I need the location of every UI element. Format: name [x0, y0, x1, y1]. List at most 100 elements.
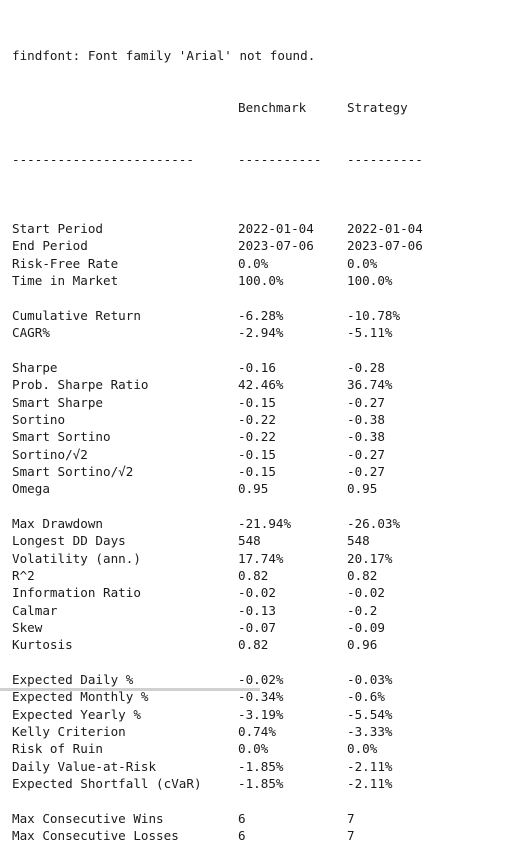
- table-separator-row: ------------------------ ----------- -----…: [12, 151, 502, 168]
- benchmark-value-cell: -6.28%: [238, 307, 284, 323]
- table-row: Smart Sortino/√2 -0.15 -0.27: [12, 463, 502, 480]
- benchmark-value-cell: -0.15: [238, 446, 276, 462]
- metric-name-cell: Expected Yearly %: [12, 706, 141, 722]
- metric-name-cell: CAGR%: [12, 325, 50, 341]
- table-header-row: Benchmark Strategy: [12, 99, 502, 116]
- table-row: Information Ratio -0.02 -0.02: [12, 584, 502, 601]
- metric-name-cell: Volatility (ann.): [12, 550, 141, 566]
- metric-name-cell: Daily Value-at-Risk: [12, 758, 157, 774]
- benchmark-value-cell: -0.15: [238, 463, 276, 479]
- strategy-value-cell: 0.0%: [347, 255, 378, 271]
- strategy-value-cell: -0.03%: [347, 672, 393, 688]
- metric-name-cell: Smart Sortino/√2: [12, 463, 134, 479]
- benchmark-value-cell: 2023-07-06: [238, 238, 314, 254]
- blank-line: [12, 290, 502, 307]
- strategy-value-cell: -0.27: [347, 394, 385, 410]
- benchmark-value-cell: -0.15: [238, 394, 276, 410]
- blank-line: [12, 342, 502, 359]
- metrics-table: Start Period 2022-01-04 2022-01-04 End Peri…: [12, 203, 502, 845]
- metric-name-cell: Sortino: [12, 411, 66, 427]
- benchmark-value-cell: 0.74%: [238, 724, 276, 740]
- header-strategy-cell: Strategy: [347, 99, 408, 115]
- separator-metric-cell: ------------------------: [12, 151, 194, 167]
- table-row: Smart Sortino -0.22 -0.38: [12, 428, 502, 445]
- benchmark-value-cell: -1.85%: [238, 776, 284, 792]
- benchmark-value-cell: 0.0%: [238, 255, 269, 271]
- metric-name-cell: Expected Daily %: [12, 672, 134, 688]
- blank-line: [12, 654, 502, 671]
- benchmark-value-cell: 17.74%: [238, 550, 284, 566]
- strategy-value-cell: 36.74%: [347, 377, 393, 393]
- benchmark-value-cell: -0.16: [238, 359, 276, 375]
- metric-name-cell: Calmar: [12, 602, 58, 618]
- metric-name-cell: Smart Sortino: [12, 429, 111, 445]
- separator-benchmark-cell: -----------: [238, 151, 322, 167]
- benchmark-value-cell: -0.13: [238, 602, 276, 618]
- blank-line: [12, 203, 502, 220]
- benchmark-value-cell: 548: [238, 533, 261, 549]
- benchmark-value-cell: -2.94%: [238, 325, 284, 341]
- benchmark-value-cell: 0.95: [238, 481, 269, 497]
- strategy-value-cell: -0.27: [347, 446, 385, 462]
- strategy-value-cell: -0.09: [347, 620, 385, 636]
- benchmark-value-cell: -0.02: [238, 585, 276, 601]
- benchmark-value-cell: 0.82: [238, 568, 269, 583]
- benchmark-value-cell: 100.0%: [238, 273, 284, 289]
- strategy-value-cell: 2023-07-06: [347, 238, 423, 254]
- table-row: Volatility (ann.) 17.74% 20.17%: [12, 550, 502, 567]
- metric-name-cell: Sharpe: [12, 359, 58, 375]
- table-row: Sharpe -0.16 -0.28: [12, 359, 502, 376]
- table-row: Max Drawdown -21.94% -26.03%: [12, 515, 502, 532]
- table-row: CAGR% -2.94% -5.11%: [12, 324, 502, 341]
- metric-name-cell: Risk-Free Rate: [12, 255, 119, 271]
- table-row: R^2 0.82 0.82: [12, 567, 502, 584]
- benchmark-value-cell: 6: [238, 810, 246, 826]
- header-benchmark-cell: Benchmark: [238, 99, 307, 115]
- metric-name-cell: Start Period: [12, 221, 103, 237]
- benchmark-value-cell: -0.22: [238, 411, 276, 427]
- strategy-value-cell: -0.27: [347, 463, 385, 479]
- metric-name-cell: Max Consecutive Wins: [12, 810, 164, 826]
- strategy-value-cell: 0.82: [347, 568, 378, 583]
- benchmark-value-cell: 0.82: [238, 637, 269, 653]
- table-row: Max Consecutive Wins 6 7: [12, 810, 502, 827]
- metric-name-cell: Sortino/√2: [12, 446, 88, 462]
- metric-name-cell: Kelly Criterion: [12, 724, 126, 740]
- table-row: Sortino -0.22 -0.38: [12, 411, 502, 428]
- blank-line: [12, 498, 502, 515]
- benchmark-value-cell: 2022-01-04: [238, 221, 314, 237]
- table-row: Longest DD Days 548 548: [12, 532, 502, 549]
- metric-name-cell: Skew: [12, 620, 43, 636]
- table-row: Daily Value-at-Risk -1.85% -2.11%: [12, 758, 502, 775]
- strategy-value-cell: 548: [347, 533, 370, 549]
- metric-name-cell: Longest DD Days: [12, 533, 126, 549]
- table-row: Start Period 2022-01-04 2022-01-04: [12, 220, 502, 237]
- horizontal-scrollbar[interactable]: [0, 688, 260, 691]
- table-row: Cumulative Return -6.28% -10.78%: [12, 307, 502, 324]
- table-row: Expected Yearly % -3.19% -5.54%: [12, 706, 502, 723]
- metric-name-cell: Risk of Ruin: [12, 741, 103, 757]
- table-row: Skew -0.07 -0.09: [12, 619, 502, 636]
- metric-name-cell: Max Drawdown: [12, 515, 103, 531]
- metric-name-cell: Expected Monthly %: [12, 689, 149, 705]
- strategy-value-cell: 0.95: [347, 481, 378, 497]
- benchmark-value-cell: -0.02%: [238, 672, 284, 688]
- strategy-value-cell: -5.11%: [347, 325, 393, 341]
- metric-name-cell: Information Ratio: [12, 585, 141, 601]
- metric-name-cell: Kurtosis: [12, 637, 73, 653]
- table-row: Expected Daily % -0.02% -0.03%: [12, 671, 502, 688]
- metric-name-cell: Max Consecutive Losses: [12, 828, 179, 844]
- strategy-value-cell: -0.38: [347, 429, 385, 445]
- table-row: Smart Sharpe -0.15 -0.27: [12, 394, 502, 411]
- strategy-value-cell: -2.11%: [347, 758, 393, 774]
- benchmark-value-cell: -1.85%: [238, 758, 284, 774]
- benchmark-value-cell: -0.07: [238, 620, 276, 636]
- metric-name-cell: Cumulative Return: [12, 307, 141, 323]
- benchmark-value-cell: -3.19%: [238, 706, 284, 722]
- strategy-value-cell: 0.96: [347, 637, 378, 653]
- strategy-value-cell: -0.02: [347, 585, 385, 601]
- benchmark-value-cell: -0.22: [238, 429, 276, 445]
- table-row: Risk of Ruin 0.0% 0.0%: [12, 740, 502, 757]
- metric-name-cell: Omega: [12, 481, 50, 497]
- table-row: End Period 2023-07-06 2023-07-06: [12, 237, 502, 254]
